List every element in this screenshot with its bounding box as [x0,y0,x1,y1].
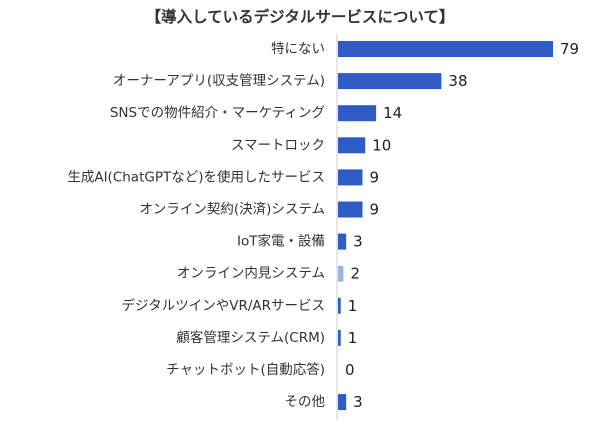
category-label: 生成AI(ChatGPTなど)を使用したサービス [67,168,325,185]
category-label: IoT家電・設備 [237,233,325,250]
data-label: 3 [353,393,363,411]
category-label: SNSでの物件紹介・マーケティング [110,105,325,121]
data-label: 0 [345,361,355,379]
bar [338,297,341,314]
bar [338,265,344,282]
bar [338,137,366,154]
data-label: 79 [560,40,579,58]
bar [338,73,442,90]
category-label: オンライン契約(決済)システム [139,202,325,218]
chart-title: 【導入しているデジタルサービスについて】 [145,8,455,26]
bar [338,169,363,186]
data-label: 1 [348,329,358,347]
data-label: 2 [350,265,360,283]
data-label: 10 [372,136,391,154]
bar [338,201,363,218]
bar [338,394,347,411]
category-label: 顧客管理システム(CRM) [176,329,325,346]
bar [338,329,341,346]
data-label: 9 [369,201,379,219]
data-label: 1 [348,297,358,315]
category-label: スマートロック [231,137,325,153]
data-label: 14 [383,104,402,122]
category-label: 特にない [271,41,325,57]
bar [338,233,347,250]
category-label: オーナーアプリ(収支管理システム) [113,73,325,89]
data-label: 9 [369,168,379,186]
bar [338,105,377,122]
category-label: その他 [285,394,326,410]
category-label: チャットボット(自動応答) [166,361,325,378]
data-label: 3 [353,233,363,251]
bar [338,41,553,57]
data-label: 38 [448,72,467,90]
category-label: オンライン内見システム [177,266,325,282]
category-label: デジタルツインやVR/ARサービス [121,297,325,314]
